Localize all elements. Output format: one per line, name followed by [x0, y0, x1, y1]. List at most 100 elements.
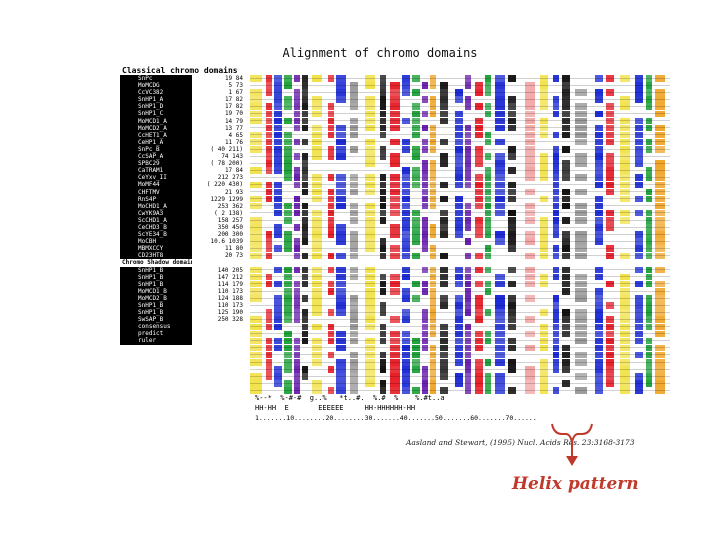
alignment-cell — [475, 252, 483, 259]
alignment-cell — [402, 351, 410, 359]
alignment-cell — [508, 167, 516, 174]
alignment-cell — [475, 231, 483, 238]
alignment-cell — [553, 174, 559, 181]
alignment-cell — [606, 124, 614, 132]
alignment-cell — [284, 231, 292, 238]
alignment-cell — [380, 75, 386, 82]
alignment-cell — [646, 295, 652, 302]
alignment-cell — [430, 309, 436, 316]
alignment-cell — [562, 266, 570, 274]
alignment-cell — [328, 266, 334, 274]
alignment-cell — [540, 245, 548, 252]
alignment-cell — [402, 366, 410, 373]
alignment-cell — [595, 316, 603, 323]
alignment-cell — [525, 366, 535, 373]
alignment-cell — [455, 160, 463, 167]
alignment-row-text — [250, 333, 670, 335]
alignment-cell — [475, 202, 483, 210]
alignment-cell — [380, 330, 386, 338]
alignment-cell — [430, 302, 436, 309]
alignment-row-text — [250, 233, 670, 235]
alignment-cell — [525, 146, 535, 153]
alignment-cell — [402, 217, 410, 224]
alignment-cell — [250, 131, 262, 139]
alignment-cell — [274, 167, 282, 174]
alignment-cell — [606, 224, 614, 231]
alignment-cell — [595, 273, 603, 281]
alignment-cell — [412, 131, 420, 139]
alignment-cell — [646, 373, 652, 380]
alignment-cell — [284, 174, 292, 181]
alignment-cell — [274, 366, 282, 373]
alignment-cell — [274, 209, 282, 217]
alignment-cell — [465, 288, 471, 295]
alignment-cell — [525, 330, 535, 338]
alignment-cell — [312, 387, 322, 394]
alignment-cell — [380, 89, 386, 96]
alignment-cell — [336, 138, 346, 146]
alignment-row-text — [250, 297, 670, 299]
alignment-cell — [540, 82, 548, 89]
alignment-cell — [250, 245, 262, 252]
alignment-cell — [266, 323, 272, 330]
alignment-cell — [422, 330, 428, 338]
alignment-cell — [575, 252, 587, 259]
alignment-row-text — [250, 212, 670, 214]
alignment-cell — [620, 337, 630, 345]
alignment-cell — [422, 337, 428, 345]
alignment-cell — [250, 167, 262, 174]
alignment-cell — [430, 323, 436, 330]
alignment-cell — [465, 217, 471, 224]
alignment-cell — [274, 131, 282, 139]
alignment-cell — [440, 280, 448, 288]
alignment-cell — [440, 224, 448, 231]
alignment-cell — [284, 288, 292, 295]
alignment-cell — [495, 138, 505, 146]
alignment-cell — [266, 195, 272, 203]
alignment-cell — [620, 153, 630, 160]
alignment-cell — [274, 153, 282, 160]
alignment-cell — [465, 295, 471, 302]
alignment-cell — [284, 330, 292, 338]
alignment-cell — [430, 195, 436, 203]
alignment-cell — [430, 245, 436, 252]
alignment-cell — [312, 280, 322, 288]
alignment-cell — [430, 351, 436, 359]
alignment-cell — [455, 280, 463, 288]
alignment-cell — [294, 295, 300, 302]
alignment-cell — [485, 110, 491, 117]
alignment-cell — [620, 302, 630, 309]
alignment-cell — [620, 117, 630, 125]
alignment-cell — [606, 153, 614, 160]
alignment-cell — [294, 373, 300, 380]
alignment-cell — [525, 231, 535, 238]
alignment-cell — [328, 174, 334, 181]
alignment-cell — [284, 131, 292, 139]
sequence-range: 19 84 — [224, 75, 243, 82]
alignment-cell — [635, 266, 643, 274]
sequence-range — [195, 330, 243, 337]
alignment-cell — [402, 273, 410, 281]
alignment-cell — [465, 280, 471, 288]
alignment-cell — [655, 195, 665, 203]
alignment-cell — [312, 146, 322, 153]
alignment-cell — [465, 387, 471, 394]
alignment-cell — [440, 273, 448, 281]
alignment-cell — [365, 323, 375, 330]
alignment-cell — [430, 273, 436, 281]
alignment-cell — [635, 138, 643, 146]
alignment-cell — [455, 89, 463, 96]
alignment-cell — [350, 124, 358, 132]
alignment-cell — [525, 202, 535, 210]
alignment-cell — [595, 138, 603, 146]
alignment-cell — [336, 387, 346, 394]
alignment-cell — [595, 153, 603, 160]
sequence-name: MoMCD1_B — [138, 287, 167, 295]
alignment-cell — [250, 117, 262, 125]
alignment-cell — [422, 288, 428, 295]
alignment-row-text — [250, 247, 670, 249]
alignment-cell — [655, 323, 665, 330]
alignment-cell — [302, 209, 308, 217]
alignment-cell — [646, 323, 652, 330]
alignment-cell — [475, 224, 483, 231]
